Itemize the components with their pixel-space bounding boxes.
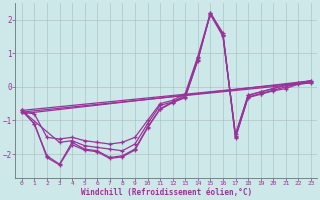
X-axis label: Windchill (Refroidissement éolien,°C): Windchill (Refroidissement éolien,°C) <box>81 188 252 197</box>
